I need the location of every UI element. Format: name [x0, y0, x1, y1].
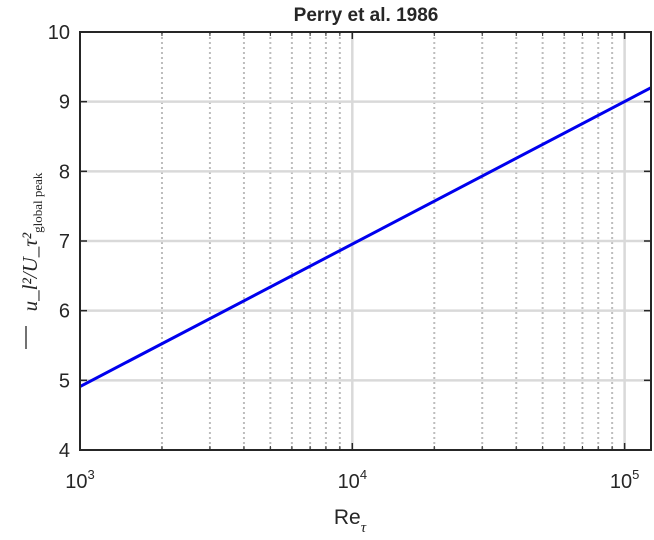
x-tick-label-exponent: 5 — [632, 467, 639, 482]
y-tick-label: 6 — [59, 301, 70, 323]
series-line — [79, 86, 652, 388]
y-tick-label: 9 — [59, 92, 70, 114]
y-tick-labels: 4 5 6 7 8 9 10 — [48, 22, 70, 462]
chart-title: Perry et al. 1986 — [294, 5, 439, 26]
y-axis-label-main: u_l²/U_τ² — [18, 232, 42, 311]
x-tick-label-exponent: 4 — [360, 467, 367, 482]
x-tick-label-exponent: 3 — [88, 467, 95, 482]
x-tick-label-base: 10 — [610, 471, 632, 493]
y-tick-label: 5 — [59, 370, 70, 392]
y-tick-label: 7 — [59, 231, 70, 253]
y-tick-label: 10 — [48, 22, 70, 44]
y-tick-label: 4 — [59, 440, 70, 462]
y-axis-label-sub: global peak — [30, 172, 45, 233]
x-axis-label-sub: τ — [361, 520, 367, 536]
y-axis-label: u_l²/U_τ²global peak — [18, 172, 45, 311]
x-tick-labels: 103 104 105 — [65, 467, 639, 493]
x-tick-label: 103 — [65, 467, 94, 493]
series-layer — [79, 86, 652, 388]
x-tick-label: 104 — [338, 467, 367, 493]
x-tick-label: 105 — [610, 467, 639, 493]
x-tick-label-base: 10 — [65, 471, 87, 493]
y-tick-label: 8 — [59, 161, 70, 183]
tick-marks — [79, 31, 651, 451]
x-axis-label-base: Re — [334, 506, 361, 529]
x-tick-label-base: 10 — [338, 471, 360, 493]
x-axis-label: Reτ — [334, 506, 367, 536]
major-grid — [80, 32, 651, 450]
